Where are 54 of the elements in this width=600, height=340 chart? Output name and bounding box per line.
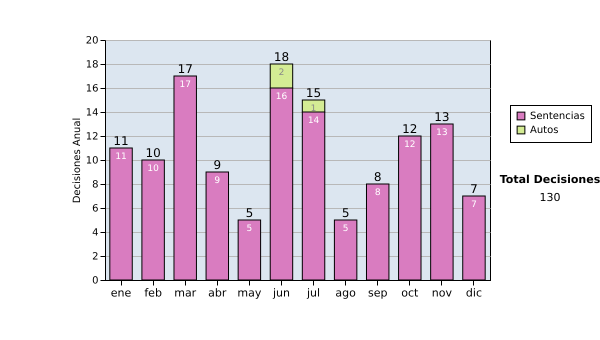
data-label: 17 (179, 80, 191, 90)
data-label: 5 (342, 224, 348, 234)
y-axis-title: Decisiones Anual (72, 118, 83, 204)
y-tick-label: 6 (92, 204, 98, 214)
total-label: 17 (178, 62, 193, 76)
x-tick-label: jun (272, 286, 290, 300)
total-label: 10 (145, 146, 161, 160)
total-label: 9 (213, 158, 222, 172)
y-tick-label: 18 (86, 60, 98, 70)
data-label: 14 (308, 116, 320, 126)
data-label: 8 (374, 188, 381, 198)
legend-label: Sentencias (530, 111, 585, 122)
data-label: 16 (276, 92, 288, 102)
x-tick-label: ago (335, 286, 356, 300)
x-tick-label: ene (110, 286, 132, 300)
total-label: 5 (342, 206, 350, 220)
data-label: 12 (404, 140, 416, 150)
total-label: 5 (246, 206, 254, 220)
y-tick-label: 16 (86, 84, 98, 94)
data-label: 5 (246, 224, 252, 234)
total-label: 13 (434, 110, 450, 124)
x-tick-label: feb (144, 286, 162, 300)
data-label: 13 (436, 128, 448, 138)
legend-label: Autos (530, 125, 558, 136)
text: 130 (540, 191, 560, 204)
data-label: 9 (214, 176, 220, 186)
y-tick-label: 20 (86, 36, 98, 46)
y-tick-label: 10 (86, 156, 98, 166)
total-label: 8 (374, 170, 382, 184)
x-tick-label: nov (432, 286, 452, 300)
data-label: 2 (278, 68, 284, 78)
x-tick-label: mar (174, 286, 197, 300)
x-tick-label: dic (466, 286, 482, 300)
data-label: 11 (115, 152, 127, 162)
x-tick-label: may (237, 286, 262, 300)
x-tick-label: oct (401, 286, 420, 300)
total-label: 7 (470, 182, 478, 196)
y-tick-label: 0 (92, 276, 98, 286)
y-tick-label: 8 (92, 180, 98, 190)
x-tick-label: abr (208, 286, 227, 300)
total-label: 15 (306, 86, 322, 100)
total-label: 11 (113, 134, 129, 148)
y-tick-label: 2 (92, 252, 98, 262)
text: Total Decisiones (500, 173, 600, 186)
y-tick-label: 4 (92, 228, 98, 238)
total-label: 12 (402, 122, 418, 136)
data-label: 7 (471, 200, 477, 210)
y-tick-label: 14 (86, 108, 98, 118)
total-label: 18 (274, 50, 290, 64)
y-tick-label: 12 (86, 132, 98, 142)
data-label: 10 (147, 164, 160, 174)
x-tick-label: jul (306, 286, 320, 300)
x-tick-label: sep (368, 286, 388, 300)
data-label: 1 (310, 104, 316, 114)
